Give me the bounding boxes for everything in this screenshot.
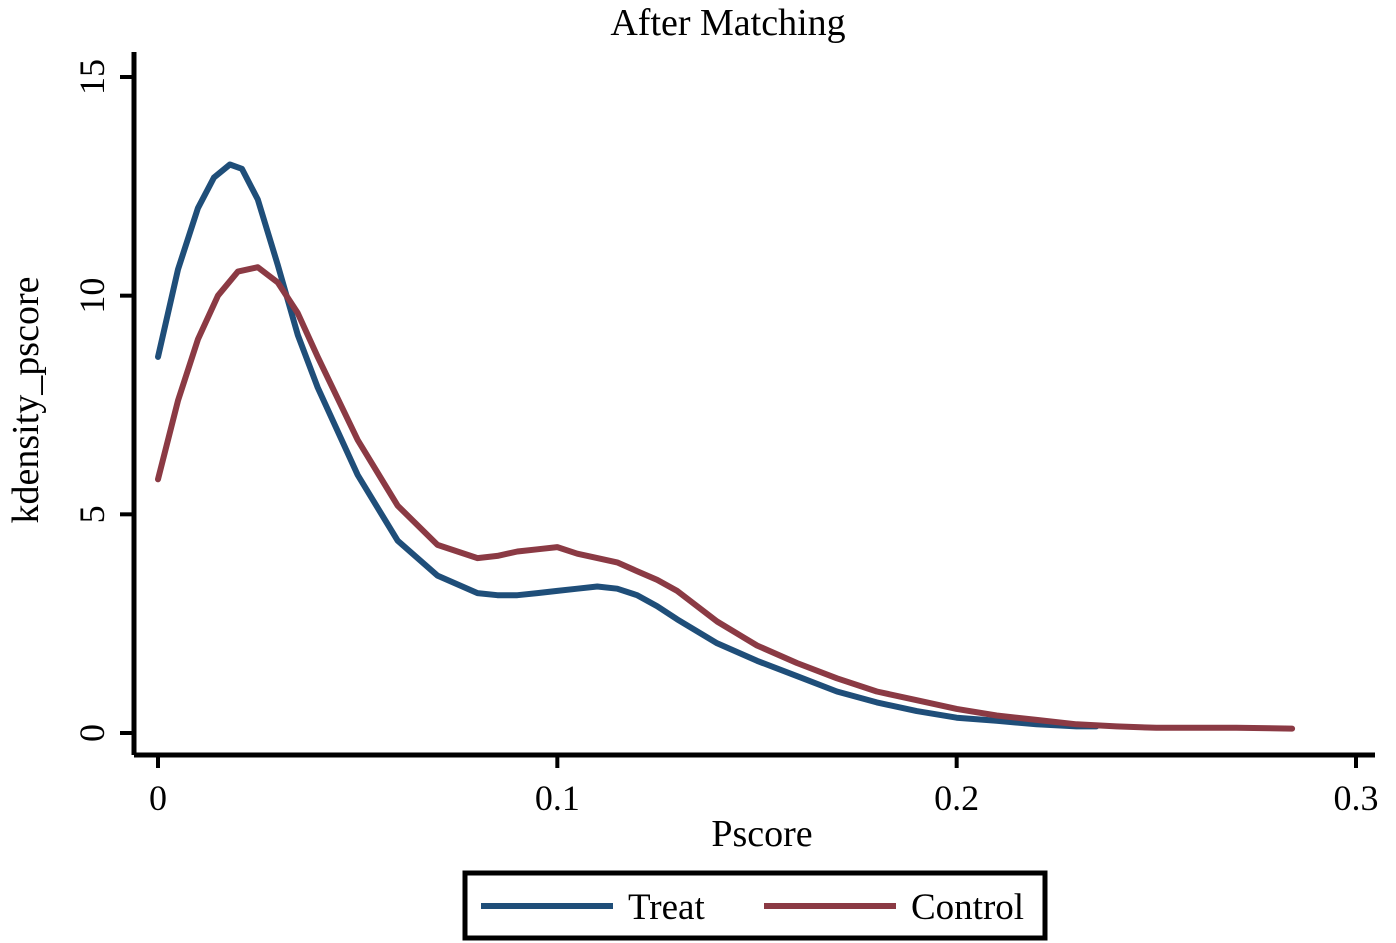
x-tick-label: 0.2 <box>934 778 979 818</box>
series-line-treat <box>158 165 1096 727</box>
x-axis-title: Pscore <box>711 813 812 855</box>
legend-label-control: Control <box>911 887 1024 928</box>
series-group <box>158 165 1292 729</box>
x-tick-label: 0.1 <box>535 778 580 818</box>
x-tick-label: 0 <box>149 778 167 818</box>
y-tick-label: 10 <box>72 278 112 314</box>
y-tick-label: 5 <box>72 505 112 523</box>
chart-title: After Matching <box>610 2 845 44</box>
series-line-control <box>158 267 1292 728</box>
y-tick-label: 0 <box>72 724 112 742</box>
y-axis-ticks: 0 5 10 15 <box>72 59 134 742</box>
legend: Treat Control <box>465 873 1045 938</box>
legend-label-treat: Treat <box>628 887 705 928</box>
x-axis-ticks: 0 0.1 0.2 0.3 <box>149 755 1379 818</box>
y-axis-title: kdensity_pscore <box>5 277 47 524</box>
y-tick-label: 15 <box>72 59 112 95</box>
x-tick-label: 0.3 <box>1334 778 1379 818</box>
